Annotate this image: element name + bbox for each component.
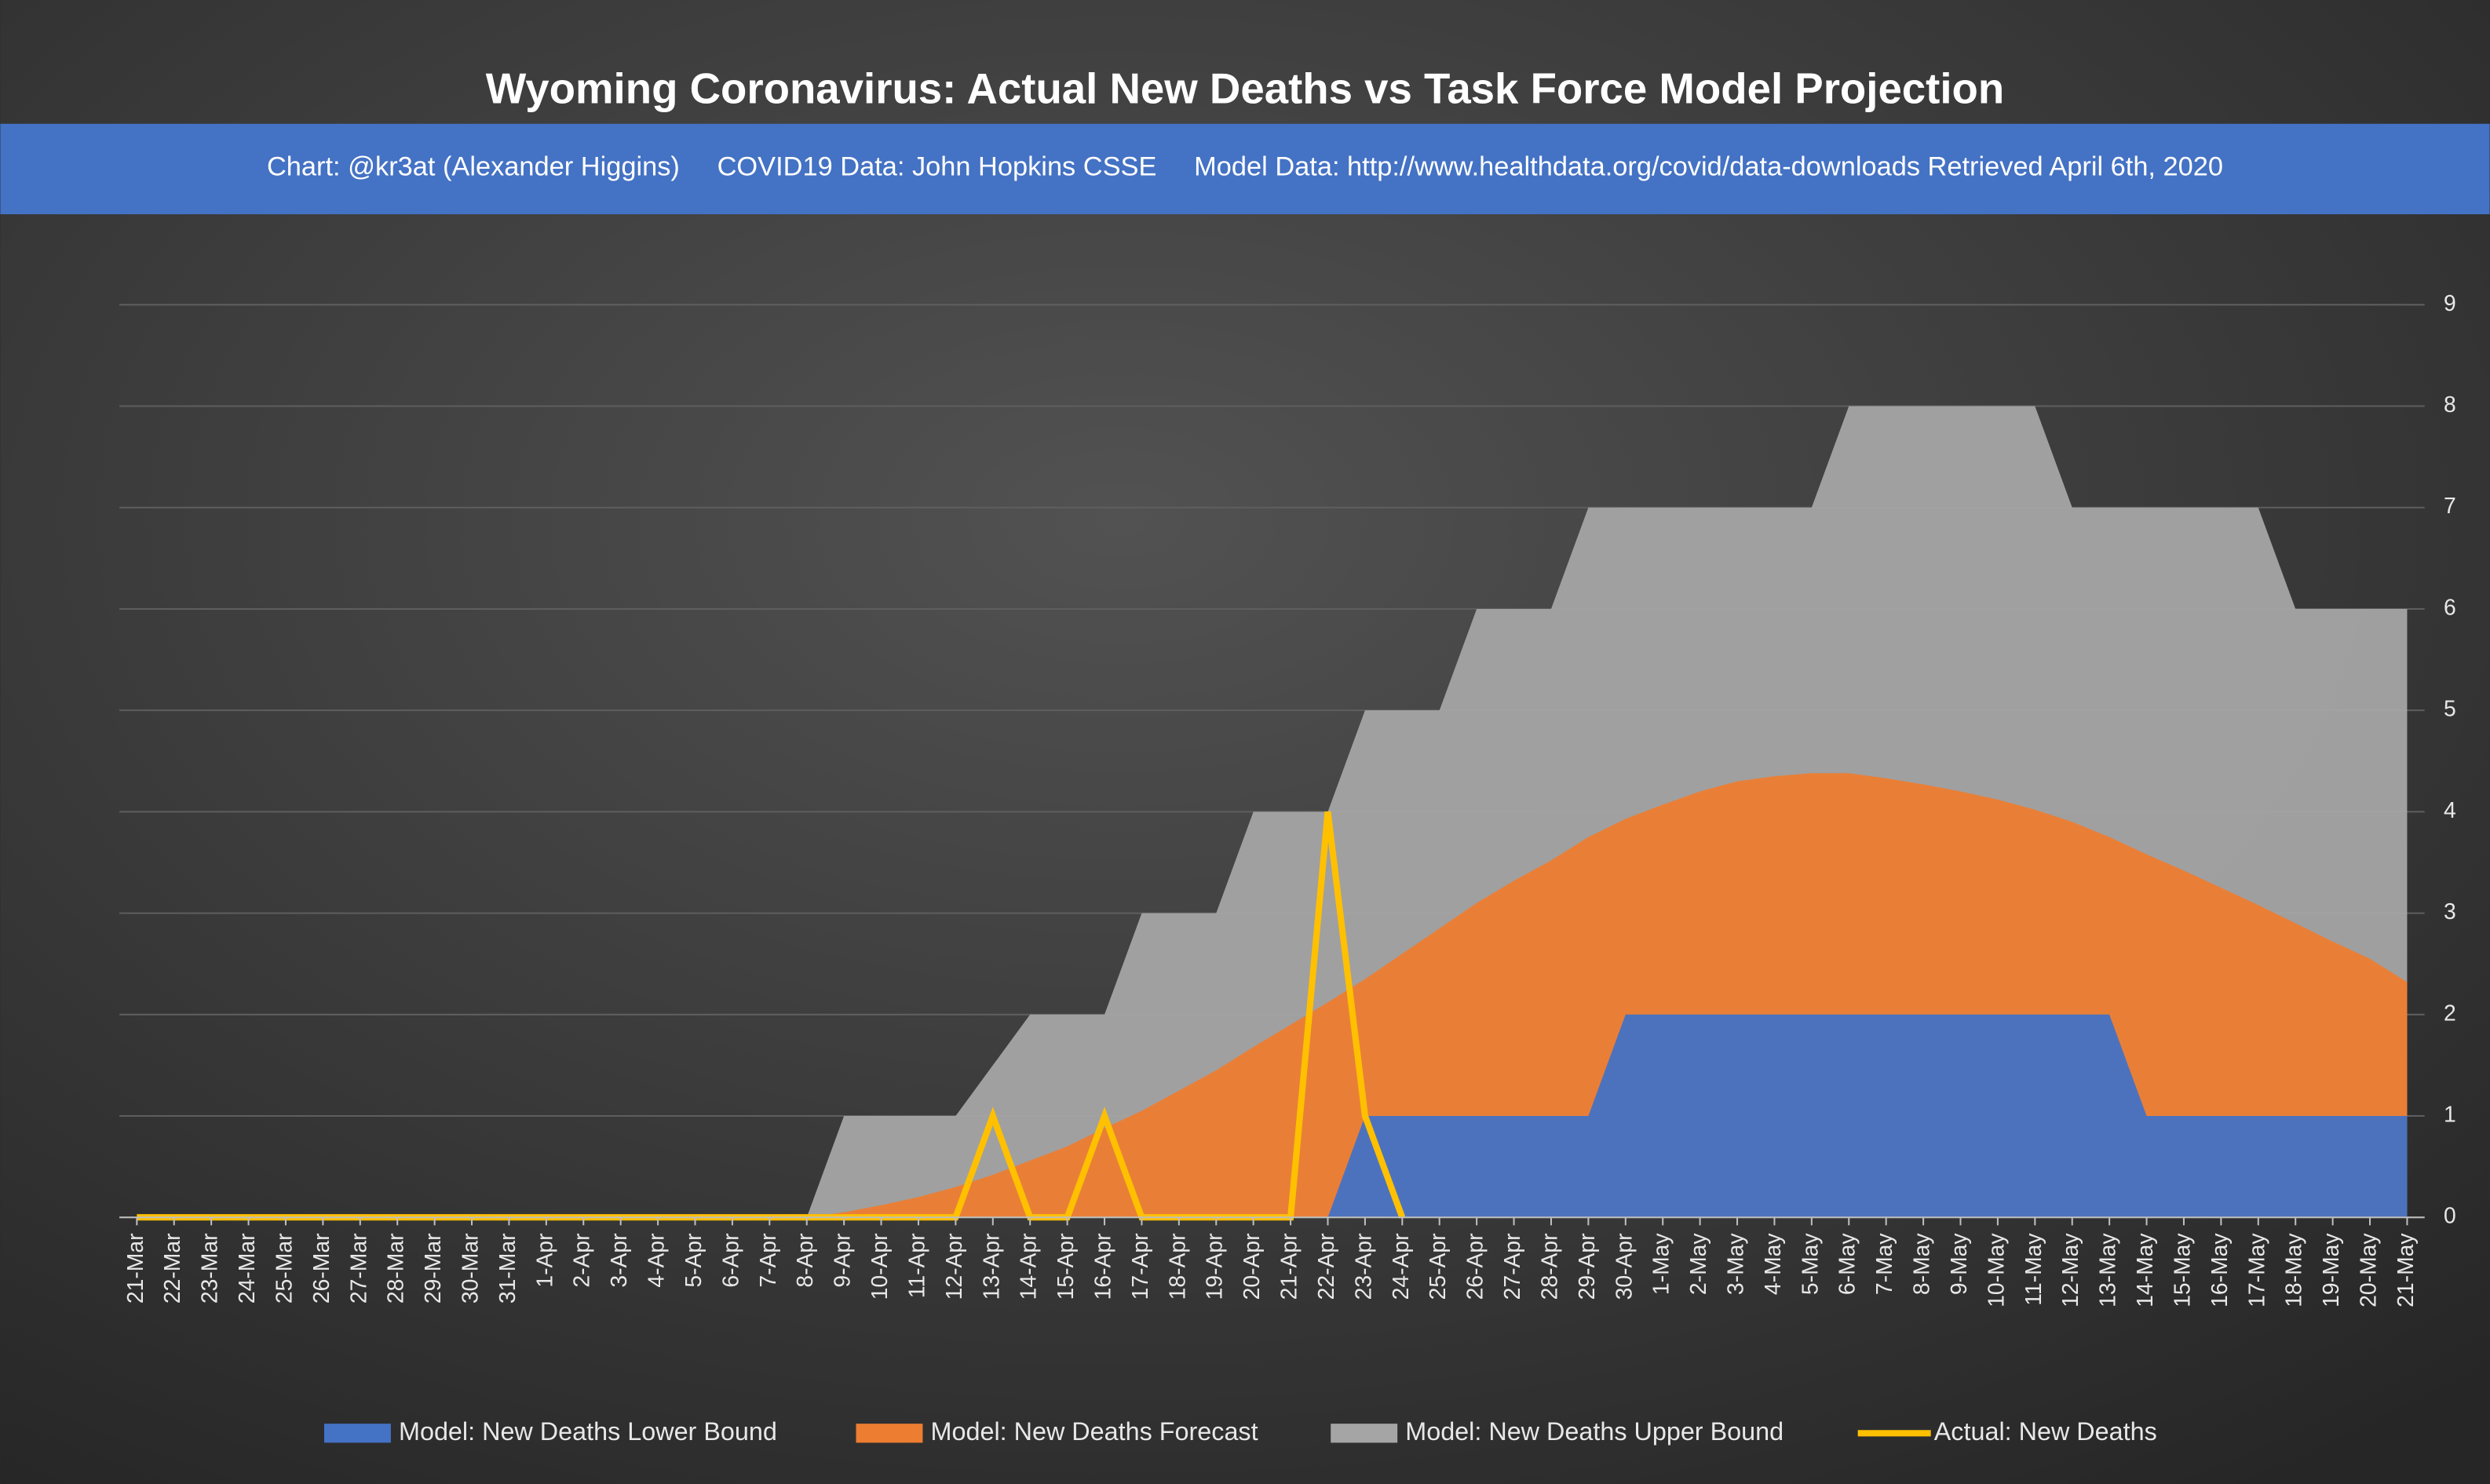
- x-tick-label: 27-Mar: [345, 1233, 371, 1304]
- x-tick-label: 20-Apr: [1239, 1233, 1264, 1300]
- legend-label: Model: New Deaths Lower Bound: [399, 1417, 777, 1446]
- y-tick-label: 1: [2444, 1101, 2456, 1126]
- y-tick-label: 9: [2444, 290, 2456, 315]
- x-tick-label: 16-May: [2207, 1233, 2232, 1307]
- area: [137, 1014, 2408, 1218]
- legend-label: Model: New Deaths Forecast: [931, 1417, 1258, 1446]
- legend-label: Model: New Deaths Upper Bound: [1405, 1417, 1784, 1446]
- x-tick-label: 3-Apr: [606, 1233, 631, 1287]
- x-tick-label: 5-Apr: [681, 1233, 706, 1287]
- x-tick-label: 10-Apr: [867, 1233, 892, 1300]
- x-tick-label: 9-May: [1946, 1233, 1971, 1295]
- x-tick-label: 18-Apr: [1164, 1233, 1189, 1300]
- x-tick-label: 21-May: [2393, 1233, 2418, 1307]
- chart-subtitle: Chart: @kr3at (Alexander Higgins) COVID1…: [267, 151, 2223, 181]
- x-tick-label: 22-Apr: [1313, 1233, 1338, 1300]
- x-tick-label: 17-Apr: [1127, 1233, 1152, 1300]
- x-tick-label: 20-May: [2356, 1233, 2381, 1307]
- x-tick-label: 4-Apr: [644, 1233, 669, 1287]
- y-tick-label: 4: [2444, 797, 2456, 822]
- x-tick-label: 5-May: [1797, 1233, 1822, 1295]
- x-tick-label: 17-May: [2244, 1233, 2269, 1307]
- y-tick-label: 0: [2444, 1203, 2456, 1228]
- x-tick-label: 12-May: [2057, 1233, 2083, 1307]
- x-tick-label: 31-Mar: [495, 1233, 520, 1304]
- x-tick-label: 6-May: [1835, 1233, 1860, 1295]
- x-tick-label: 14-May: [2132, 1233, 2157, 1307]
- legend-swatch: [1331, 1424, 1398, 1443]
- x-tick-label: 18-May: [2281, 1233, 2306, 1307]
- x-tick-label: 29-Apr: [1574, 1233, 1599, 1300]
- x-tick-label: 11-Apr: [904, 1233, 929, 1298]
- x-tick-label: 11-May: [2021, 1233, 2046, 1306]
- x-tick-label: 25-Mar: [271, 1233, 296, 1304]
- x-tick-label: 28-Apr: [1536, 1233, 1561, 1300]
- y-tick-label: 6: [2444, 594, 2456, 619]
- x-tick-label: 15-Apr: [1053, 1233, 1078, 1300]
- x-tick-label: 12-Apr: [941, 1233, 966, 1300]
- x-tick-label: 23-Mar: [197, 1233, 222, 1304]
- x-tick-label: 8-May: [1909, 1233, 1934, 1295]
- x-tick-label: 7-May: [1871, 1233, 1897, 1295]
- legend-label: Actual: New Deaths: [1934, 1417, 2157, 1446]
- legend-swatch: [323, 1424, 391, 1443]
- y-tick-label: 5: [2444, 696, 2456, 721]
- x-tick-label: 25-Apr: [1425, 1233, 1450, 1300]
- y-tick-label: 3: [2444, 899, 2456, 924]
- x-tick-label: 27-Apr: [1499, 1233, 1524, 1300]
- x-tick-label: 8-Apr: [792, 1233, 817, 1287]
- x-tick-label: 2-Apr: [569, 1233, 594, 1287]
- x-tick-label: 14-Apr: [1016, 1233, 1041, 1300]
- x-tick-label: 24-Mar: [234, 1233, 259, 1304]
- x-tick-label: 21-Apr: [1276, 1233, 1302, 1300]
- x-tick-label: 28-Mar: [383, 1233, 408, 1304]
- y-tick-label: 7: [2444, 493, 2456, 518]
- x-tick-label: 15-May: [2169, 1233, 2194, 1307]
- y-tick-label: 8: [2444, 392, 2456, 417]
- x-tick-label: 26-Apr: [1462, 1233, 1488, 1300]
- x-tick-label: 24-Apr: [1388, 1233, 1413, 1300]
- subtitle-band: [0, 123, 2490, 215]
- x-tick-label: 13-May: [2095, 1233, 2120, 1307]
- x-tick-label: 2-May: [1685, 1233, 1711, 1295]
- x-tick-label: 29-Mar: [420, 1233, 445, 1304]
- x-tick-label: 30-Apr: [1611, 1233, 1636, 1300]
- x-tick-label: 13-Apr: [978, 1233, 1003, 1300]
- x-tick-label: 1-Apr: [531, 1233, 557, 1287]
- x-tick-label: 26-Mar: [309, 1233, 334, 1304]
- x-tick-label: 19-May: [2318, 1233, 2343, 1307]
- x-tick-label: 4-May: [1760, 1233, 1785, 1295]
- x-tick-label: 9-Apr: [830, 1233, 855, 1287]
- x-tick-label: 3-May: [1723, 1233, 1748, 1295]
- x-tick-label: 30-Mar: [458, 1233, 483, 1304]
- x-tick-label: 7-Apr: [755, 1233, 780, 1287]
- x-tick-label: 19-Apr: [1202, 1233, 1227, 1300]
- x-tick-label: 23-Apr: [1350, 1233, 1375, 1300]
- x-tick-label: 10-May: [1983, 1233, 2008, 1307]
- y-tick-label: 2: [2444, 1000, 2456, 1025]
- x-tick-label: 22-Mar: [159, 1233, 184, 1304]
- chart-title: Wyoming Coronavirus: Actual New Deaths v…: [486, 65, 2004, 113]
- x-tick-label: 1-May: [1648, 1233, 1674, 1295]
- legend-swatch: [856, 1424, 923, 1443]
- x-tick-label: 16-Apr: [1090, 1233, 1115, 1300]
- x-tick-label: 6-Apr: [717, 1233, 743, 1287]
- x-tick-label: 21-Mar: [122, 1233, 148, 1304]
